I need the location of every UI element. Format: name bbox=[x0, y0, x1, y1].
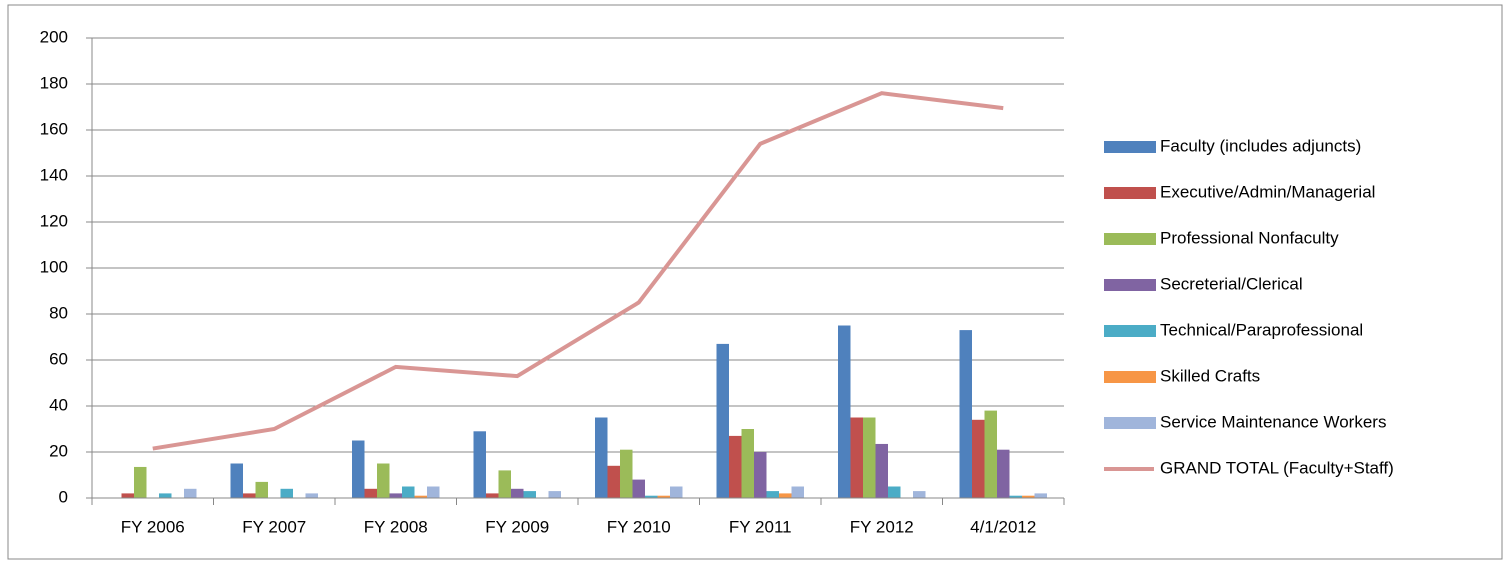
bar bbox=[766, 491, 779, 498]
bar bbox=[159, 493, 172, 498]
x-tick-label: FY 2007 bbox=[242, 517, 306, 536]
legend-label: Secreterial/Clerical bbox=[1160, 274, 1303, 293]
bar bbox=[486, 493, 499, 498]
bar bbox=[548, 491, 561, 498]
bar bbox=[473, 431, 486, 498]
x-tick-label: 4/1/2012 bbox=[970, 517, 1036, 536]
bar bbox=[255, 481, 268, 498]
y-tick-label: 180 bbox=[40, 73, 68, 92]
bar bbox=[523, 491, 536, 498]
bar bbox=[729, 435, 742, 498]
legend-label: Skilled Crafts bbox=[1160, 366, 1260, 385]
x-tick-label: FY 2009 bbox=[485, 517, 549, 536]
bar bbox=[972, 419, 985, 498]
bar bbox=[984, 410, 997, 498]
legend-swatch bbox=[1104, 187, 1156, 199]
y-tick-label: 80 bbox=[49, 303, 68, 322]
legend-label: Executive/Admin/Managerial bbox=[1160, 182, 1375, 201]
x-tick-label: FY 2008 bbox=[364, 517, 428, 536]
y-tick-label: 20 bbox=[49, 441, 68, 460]
bar bbox=[838, 325, 851, 498]
y-tick-label: 60 bbox=[49, 349, 68, 368]
y-tick-label: 140 bbox=[40, 165, 68, 184]
y-tick-label: 200 bbox=[40, 27, 68, 46]
bar bbox=[645, 495, 658, 498]
bar bbox=[595, 417, 608, 498]
legend-swatch bbox=[1104, 279, 1156, 291]
legend-label: Service Maintenance Workers bbox=[1160, 412, 1386, 431]
bar bbox=[498, 470, 511, 498]
bar bbox=[230, 463, 243, 498]
bar bbox=[1034, 493, 1047, 498]
bar bbox=[184, 488, 197, 498]
bar bbox=[913, 491, 926, 498]
legend-swatch bbox=[1104, 325, 1156, 337]
legend-label: Technical/Paraprofessional bbox=[1160, 320, 1363, 339]
legend-label: Professional Nonfaculty bbox=[1160, 228, 1339, 247]
bar bbox=[305, 493, 318, 498]
bar bbox=[402, 486, 415, 498]
y-tick-label: 40 bbox=[49, 395, 68, 414]
legend-swatch bbox=[1104, 141, 1156, 153]
bar bbox=[716, 343, 729, 498]
x-tick-label: FY 2006 bbox=[121, 517, 185, 536]
x-tick-label: FY 2012 bbox=[850, 517, 914, 536]
bar bbox=[754, 452, 767, 498]
bar bbox=[243, 493, 256, 498]
x-tick-label: FY 2011 bbox=[729, 517, 792, 536]
bar bbox=[377, 463, 390, 498]
legend-label: Faculty (includes adjuncts) bbox=[1160, 136, 1361, 155]
bar bbox=[607, 465, 620, 498]
bar bbox=[364, 488, 377, 498]
legend-swatch bbox=[1104, 233, 1156, 245]
legend-swatch bbox=[1104, 417, 1156, 429]
bar bbox=[1009, 495, 1022, 498]
legend-swatch bbox=[1104, 371, 1156, 383]
bar bbox=[389, 493, 402, 498]
bar bbox=[959, 330, 972, 498]
legend-label: GRAND TOTAL (Faculty+Staff) bbox=[1160, 458, 1394, 477]
bar bbox=[414, 495, 427, 498]
bar bbox=[741, 429, 754, 498]
bar bbox=[888, 486, 901, 498]
bar bbox=[427, 486, 440, 498]
y-tick-label: 0 bbox=[59, 487, 68, 506]
bar bbox=[779, 493, 792, 498]
bar bbox=[511, 488, 524, 498]
y-tick-label: 100 bbox=[40, 257, 68, 276]
y-tick-label: 160 bbox=[40, 119, 68, 138]
y-tick-label: 120 bbox=[40, 211, 68, 230]
bar bbox=[875, 443, 888, 498]
bar bbox=[997, 449, 1010, 498]
bar bbox=[352, 440, 365, 498]
bar bbox=[791, 486, 804, 498]
line bbox=[152, 91, 1004, 451]
bar bbox=[134, 466, 147, 498]
bar bbox=[632, 479, 645, 498]
x-tick-label: FY 2010 bbox=[607, 517, 671, 536]
bar bbox=[657, 495, 670, 498]
bar bbox=[620, 449, 633, 498]
bar bbox=[1022, 495, 1035, 498]
bar bbox=[850, 417, 863, 498]
bar bbox=[670, 486, 683, 498]
bar bbox=[863, 417, 876, 498]
bar bbox=[280, 488, 293, 498]
bar bbox=[121, 493, 134, 498]
